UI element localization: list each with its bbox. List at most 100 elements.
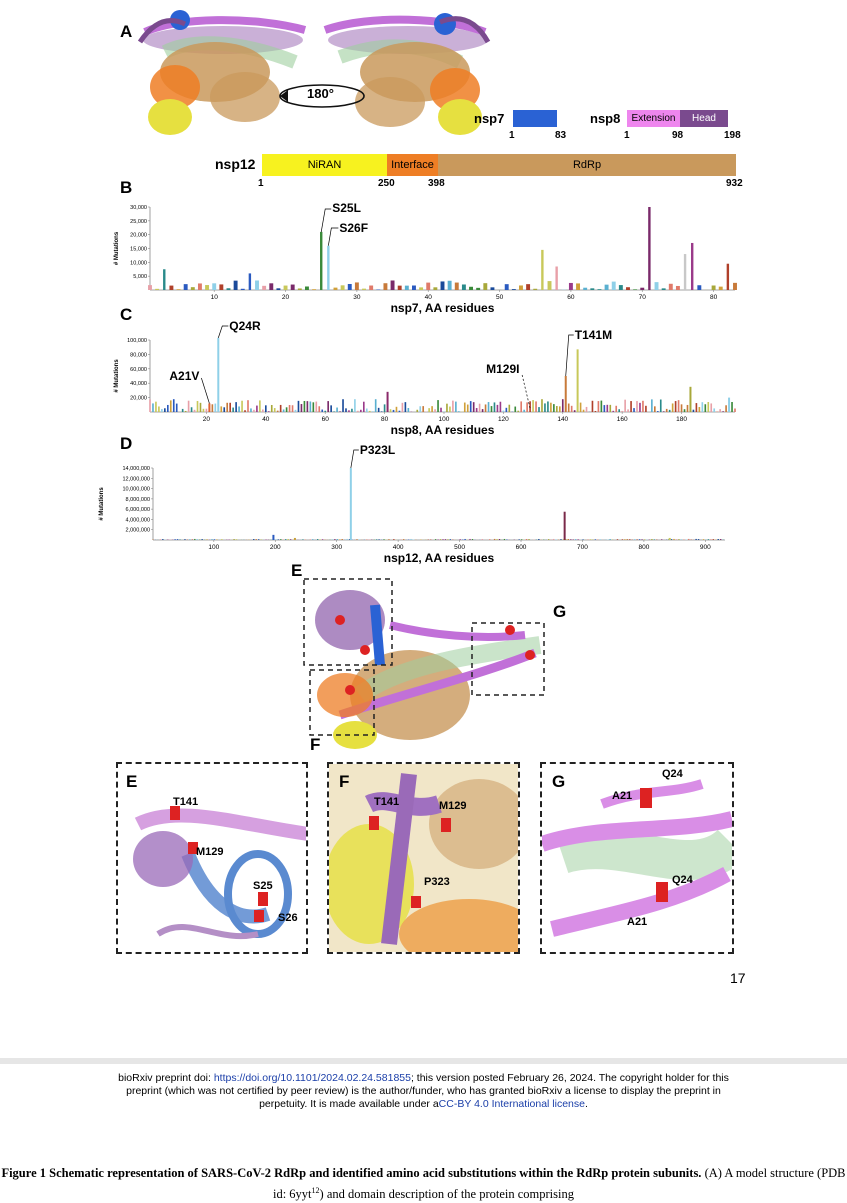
bar <box>718 539 719 540</box>
bar <box>330 405 332 412</box>
bar <box>253 539 254 540</box>
bar-highlight <box>689 387 691 412</box>
bar-highlight <box>691 243 693 290</box>
bar <box>569 283 573 290</box>
bar <box>241 289 245 290</box>
bar <box>657 411 659 412</box>
license-link[interactable]: CC-BY 4.0 International license <box>439 1098 585 1110</box>
bar <box>448 281 452 290</box>
figure-caption: Figure 1 Schematic representation of SAR… <box>0 1164 847 1203</box>
bar <box>482 539 483 540</box>
bar <box>476 288 480 290</box>
x-tick-label: 120 <box>498 416 509 423</box>
y-tick-label: 2,000,000 <box>126 528 150 534</box>
bar <box>597 289 601 290</box>
zoom-g-label-1: A21 <box>612 790 632 802</box>
bar <box>405 286 409 290</box>
bar <box>435 539 436 540</box>
bar <box>642 401 644 412</box>
bar <box>233 539 234 540</box>
bar <box>617 539 618 540</box>
bar-highlight <box>684 254 686 290</box>
bar <box>215 404 217 412</box>
bar <box>256 539 257 540</box>
bar <box>440 408 442 412</box>
footer-line3-post: . <box>585 1098 588 1110</box>
bar <box>426 283 430 290</box>
bar <box>719 409 721 412</box>
bar <box>458 411 460 412</box>
bar <box>445 539 446 540</box>
caption-sup: 12 <box>312 1186 320 1195</box>
y-tick-label: 12,000,000 <box>122 476 150 482</box>
bar-highlight <box>728 398 730 412</box>
nsp12-tick-1: 1 <box>258 178 264 189</box>
y-tick-label: 15,000 <box>130 247 147 253</box>
bar <box>312 539 313 540</box>
bar <box>194 539 195 540</box>
bar-highlight <box>249 273 251 290</box>
bar <box>702 402 704 412</box>
bar <box>669 410 671 412</box>
bar <box>712 286 716 290</box>
bar-highlight <box>387 392 389 412</box>
footer-divider <box>0 1058 847 1064</box>
annotation-m129i: M129I <box>486 362 519 376</box>
bar <box>192 539 193 540</box>
bar <box>580 403 582 412</box>
bar <box>381 411 383 412</box>
bar <box>201 539 202 540</box>
bar <box>713 408 715 412</box>
bar-highlight <box>217 338 219 412</box>
bar <box>161 409 163 412</box>
bar <box>244 410 246 412</box>
bar <box>388 539 389 540</box>
bar <box>229 403 231 412</box>
bar <box>247 400 249 412</box>
bar <box>479 404 481 412</box>
y-axis-title: # Mutations <box>114 359 120 393</box>
bar-highlight <box>555 266 557 290</box>
footer-line1-pre: bioRxiv preprint doi: <box>118 1072 214 1084</box>
bar-highlight <box>541 250 543 290</box>
bar <box>393 410 395 412</box>
page-number: 17 <box>730 970 746 986</box>
bar <box>284 286 288 290</box>
x-axis-title: nsp8, AA residues <box>391 423 495 437</box>
zoom-panel-f-letter: F <box>339 772 349 792</box>
bar <box>262 409 264 412</box>
bar <box>366 409 368 412</box>
bar <box>238 406 240 412</box>
nsp7-start: 1 <box>509 130 515 141</box>
bar <box>315 402 317 412</box>
bar <box>402 403 404 412</box>
zoom-g-label-3: Q24 <box>672 874 693 886</box>
bar <box>494 402 496 412</box>
doi-link[interactable]: https://doi.org/10.1101/2024.02.24.58185… <box>214 1072 411 1084</box>
bar <box>258 539 259 540</box>
bar <box>431 406 433 412</box>
bar <box>555 539 556 540</box>
bar <box>399 411 401 412</box>
bar <box>280 405 282 412</box>
bar <box>455 402 457 412</box>
nsp8-end: 198 <box>724 130 741 141</box>
bar <box>676 286 680 290</box>
bar <box>232 408 234 412</box>
y-tick-label: 20,000 <box>130 396 147 402</box>
annotation-t141m: T141M <box>575 328 612 342</box>
y-tick-label: 30,000 <box>130 205 147 211</box>
x-tick-label: 700 <box>577 544 588 551</box>
bar <box>574 410 576 412</box>
bar <box>205 285 209 290</box>
bar <box>234 281 238 290</box>
bar <box>612 411 614 412</box>
annotation-leader <box>321 209 331 232</box>
bar <box>731 402 733 412</box>
annotation-s26f: S26F <box>339 221 368 235</box>
rotation-label: 180° <box>307 86 334 101</box>
bar <box>523 410 525 412</box>
bar <box>476 408 478 412</box>
bar <box>698 539 699 540</box>
y-tick-label: 4,000,000 <box>126 517 150 523</box>
